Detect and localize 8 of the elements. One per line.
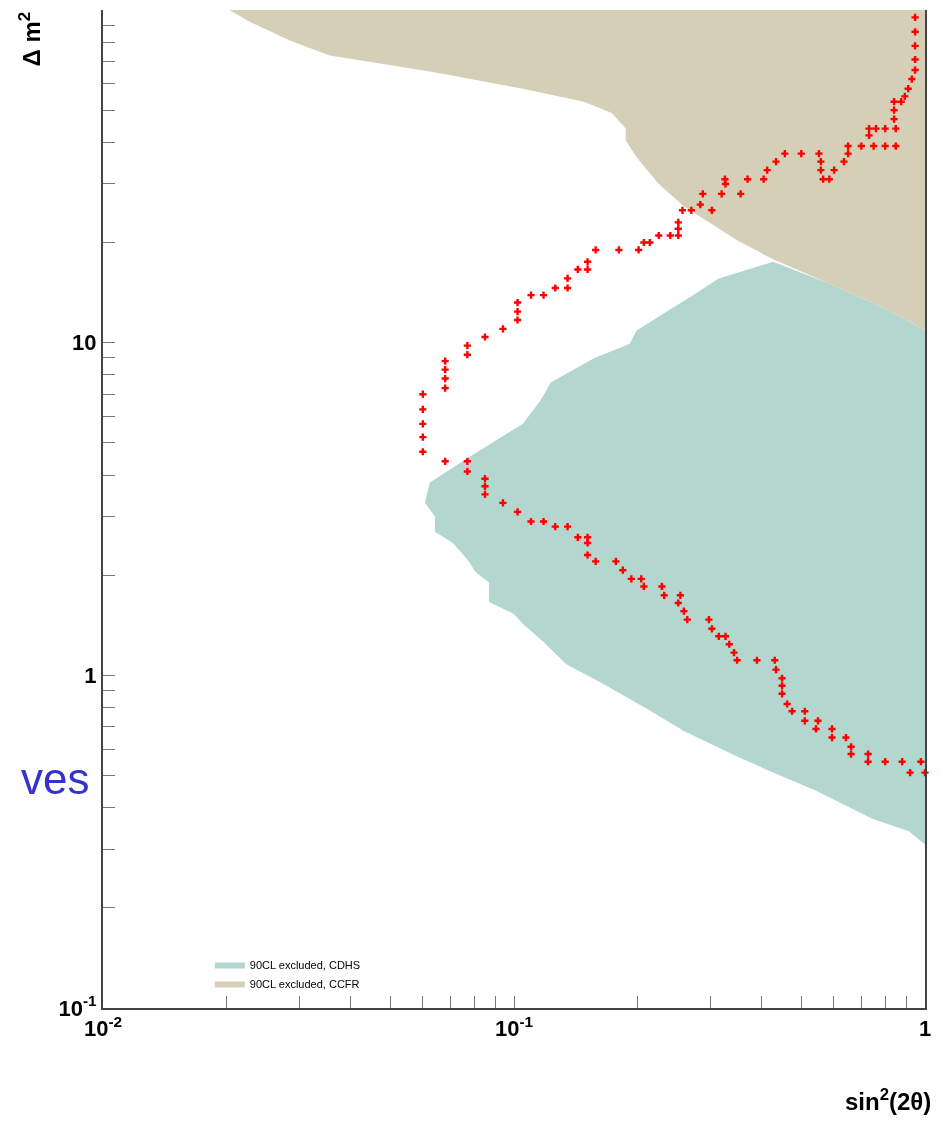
text: ves <box>21 754 90 803</box>
legend-label: 90CL excluded, CDHS <box>249 958 361 971</box>
x-axis-title: sin$^{2}$(2θ) <box>845 1085 932 1116</box>
x-tick-label: 1 <box>918 1016 932 1042</box>
y-tick-label: 10 <box>72 330 97 356</box>
legend-label: 90CL excluded, CCFR <box>249 977 360 990</box>
y-tick-label: 1 <box>84 663 97 689</box>
x-tick-label: 10$^{-1}$ <box>494 1013 534 1042</box>
